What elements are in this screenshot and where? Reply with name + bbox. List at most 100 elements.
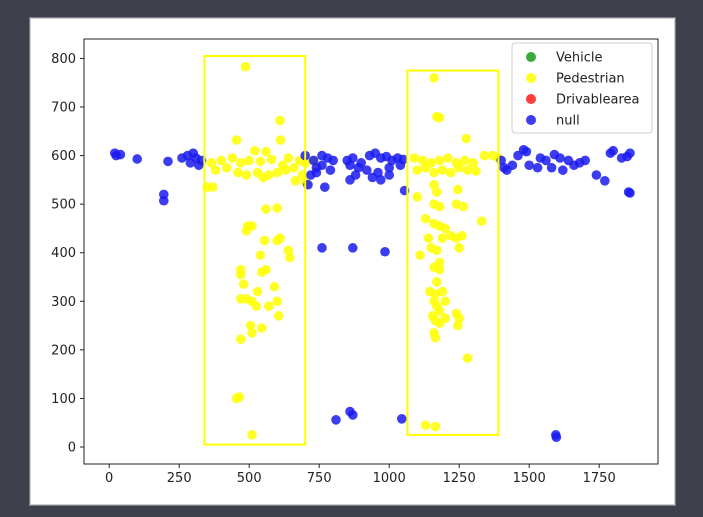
pedestrian-point <box>222 162 232 173</box>
legend-label: Drivablearea <box>556 93 639 108</box>
legend-marker <box>526 115 536 125</box>
scatter-chart: 0 250 500 750 1000 1250 1500 1750 0 100 200 300 400 5… <box>51 38 659 486</box>
pedestrian-point <box>251 301 261 311</box>
pedestrian-point <box>275 135 286 145</box>
y-tick-label: 0 <box>68 441 76 456</box>
y-tick-label: 200 <box>51 343 76 358</box>
legend-marker <box>526 94 536 104</box>
pedestrian-point <box>280 165 291 175</box>
x-tick-label: 1250 <box>443 471 476 486</box>
pedestrian-point <box>250 145 260 156</box>
pedestrian-point <box>210 165 221 175</box>
pedestrian-point <box>412 165 423 175</box>
pedestrian-point <box>437 286 448 297</box>
pedestrian-point <box>468 158 479 168</box>
region-box-2 <box>406 69 500 436</box>
null-point <box>507 160 518 171</box>
pedestrian-point <box>233 167 243 178</box>
pedestrian-point <box>275 115 285 126</box>
pedestrian-point <box>236 269 246 280</box>
x-tick-label: 500 <box>237 471 262 486</box>
null-point <box>348 410 358 420</box>
pedestrian-point <box>437 165 448 175</box>
null-point <box>115 149 126 160</box>
x-tick-label: 250 <box>167 471 192 486</box>
null-point <box>345 160 355 171</box>
null-point <box>524 160 534 171</box>
pedestrian-point <box>432 277 442 287</box>
pedestrian-point <box>443 153 453 163</box>
null-point <box>625 188 635 198</box>
pedestrian-point <box>476 216 487 226</box>
pedestrian-point <box>434 201 445 212</box>
pedestrian-point <box>247 328 257 338</box>
pedestrian-point <box>289 162 299 173</box>
y-tick-label: 600 <box>51 149 76 164</box>
null-point <box>320 182 330 192</box>
null-point <box>308 155 319 166</box>
pedestrian-point <box>420 420 431 430</box>
pedestrian-point <box>432 187 442 197</box>
pedestrian-point <box>290 176 301 186</box>
y-tick-label: 400 <box>51 246 76 261</box>
pedestrian-point <box>429 167 439 178</box>
pedestrian-point <box>216 155 226 166</box>
pedestrian-point <box>460 155 470 166</box>
pedestrian-point <box>440 313 451 324</box>
pedestrian-point <box>457 230 467 241</box>
null-point <box>311 167 322 178</box>
pedestrian-point <box>272 296 282 307</box>
pedestrian-point <box>434 306 445 316</box>
pedestrian-point <box>454 313 465 324</box>
pedestrian-point <box>458 201 469 212</box>
null-point <box>558 165 568 175</box>
null-point <box>397 414 407 424</box>
null-point <box>625 148 635 158</box>
pedestrian-point <box>412 192 423 202</box>
pedestrian-point <box>236 158 246 168</box>
pedestrian-point <box>429 179 439 190</box>
pedestrian-point <box>415 250 425 260</box>
null-point <box>350 170 361 180</box>
pedestrian-point <box>264 301 274 311</box>
pedestrian-point <box>264 170 274 180</box>
pedestrian-point <box>275 233 285 243</box>
pedestrian-point <box>434 155 445 166</box>
pedestrian-point <box>272 167 282 178</box>
null-point <box>380 246 390 257</box>
pedestrian-point <box>240 61 251 72</box>
pedestrian-point <box>440 223 451 234</box>
null-point <box>591 170 602 180</box>
null-point <box>367 172 378 183</box>
legend-label: null <box>556 114 580 129</box>
pedestrian-point <box>247 430 257 440</box>
null-point <box>325 165 336 175</box>
y-tick-label: 500 <box>51 198 76 213</box>
pedestrian-point <box>418 155 428 166</box>
null-point <box>580 155 590 166</box>
pedestrian-point <box>423 233 434 243</box>
x-tick-label: 1000 <box>373 471 406 486</box>
pedestrian-point <box>244 155 254 166</box>
legend-marker <box>526 73 536 83</box>
y-tick-label: 300 <box>51 295 76 310</box>
pedestrian-point <box>255 156 266 167</box>
pedestrian-point <box>429 73 439 83</box>
null-point <box>159 195 169 206</box>
null-point <box>546 162 557 173</box>
pedestrian-point <box>285 252 295 263</box>
null-point <box>376 175 386 185</box>
pedestrian-point <box>272 203 282 213</box>
legend-label: Vehicle <box>556 51 603 66</box>
pedestrian-point <box>471 166 481 176</box>
x-tick-label: 1500 <box>513 471 546 486</box>
null-point <box>551 432 562 443</box>
null-point <box>348 153 358 163</box>
region-box-1 <box>203 55 307 446</box>
pedestrian-point <box>430 421 441 432</box>
null-point <box>317 243 327 253</box>
pedestrian-point <box>283 153 294 163</box>
null-point <box>384 170 395 180</box>
pedestrian-point <box>257 267 267 277</box>
pedestrian-point <box>234 392 245 402</box>
